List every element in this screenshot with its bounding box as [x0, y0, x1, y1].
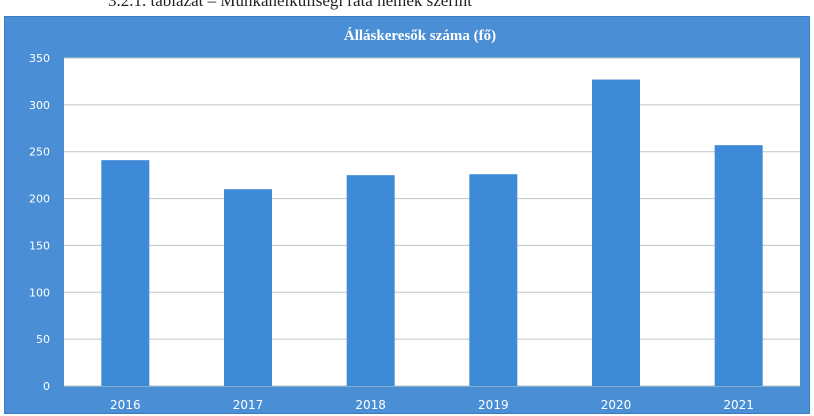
bar-2021	[714, 145, 763, 386]
x-axis-ticks: 2016 2017 2018 2019 2020 2021	[110, 398, 754, 412]
bar-2020	[592, 79, 640, 386]
y-tick-label: 250	[29, 146, 50, 159]
x-tick-label: 2017	[233, 398, 264, 412]
bars	[101, 79, 763, 386]
bar-2017	[224, 189, 272, 386]
bar-2019	[469, 174, 518, 386]
y-tick-label: 100	[29, 286, 50, 299]
y-tick-label: 150	[29, 239, 50, 252]
y-tick-label: 350	[29, 52, 50, 65]
bar-2016	[101, 160, 150, 386]
y-tick-label: 300	[29, 99, 50, 112]
x-tick-label: 2016	[110, 398, 141, 412]
y-axis-ticks: 0 50 100 150 200 250 300 350	[29, 52, 50, 393]
x-tick-label: 2019	[478, 398, 509, 412]
bar-2018	[346, 175, 395, 386]
x-tick-label: 2018	[355, 398, 386, 412]
y-tick-label: 200	[29, 193, 50, 206]
chart-title: Álláskeresők száma (fő)	[344, 27, 496, 44]
x-tick-label: 2021	[723, 398, 754, 412]
y-tick-label: 0	[43, 380, 50, 393]
plot-area	[64, 58, 800, 386]
y-tick-label: 50	[36, 333, 50, 346]
gridlines	[64, 57, 800, 387]
x-tick-label: 2020	[601, 398, 632, 412]
table-caption: 3.2.1. táblázat – Munkanélküliségi ráta …	[108, 0, 472, 10]
